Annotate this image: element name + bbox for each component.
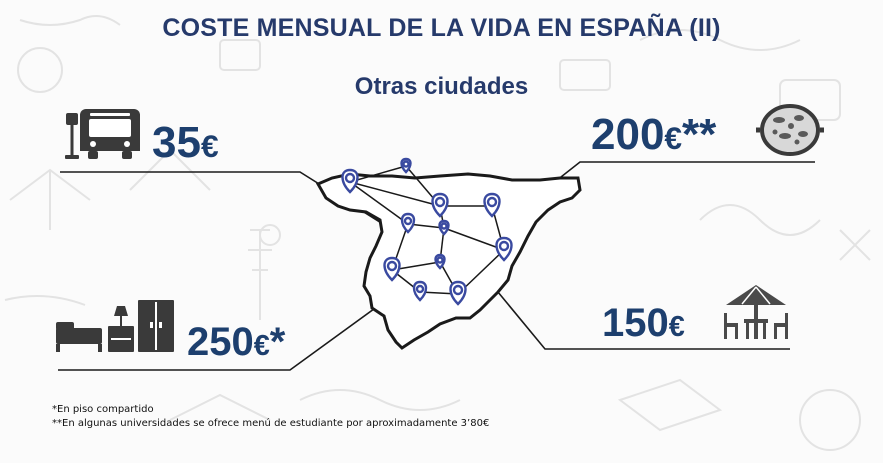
housing-cost-amount: 250: [187, 320, 254, 364]
map-pin-icon: [431, 192, 449, 218]
food-cost-suffix: **: [682, 110, 717, 159]
transport-cost: 35€: [152, 121, 219, 165]
housing-cost-symbol: €: [253, 330, 270, 362]
terrace-umbrella-icon: [724, 285, 788, 339]
food-cost-amount: 200: [591, 110, 665, 159]
housing-cost-suffix: *: [269, 320, 286, 364]
food-cost: 200€**: [591, 113, 716, 157]
food-cost-symbol: €: [664, 120, 683, 156]
footnote-shared-flat: *En piso compartido: [52, 404, 154, 415]
peninsula-outline: [315, 172, 582, 350]
map-pin-icon: [341, 168, 359, 194]
map-pin-icon: [495, 236, 513, 262]
paella-icon: [756, 104, 824, 156]
map-pin-icon: [438, 219, 450, 236]
map-pin-icon: [449, 280, 467, 306]
furniture-icon: [56, 300, 174, 352]
housing-leader-line: [58, 289, 401, 371]
map-pin-icon: [400, 157, 412, 174]
transport-cost-amount: 35: [152, 118, 201, 167]
housing-cost: 250€*: [187, 322, 285, 362]
leisure-cost-amount: 150: [602, 301, 669, 345]
city-pins: [341, 157, 513, 306]
map-pin-icon: [400, 212, 416, 234]
leisure-cost-symbol: €: [668, 311, 685, 343]
map-pin-icon: [434, 253, 446, 270]
page-subtitle: Otras ciudades: [354, 73, 529, 100]
map-pin-icon: [412, 280, 428, 302]
page-title: COSTE MENSUAL DE LA VIDA EN ESPAÑA (II): [162, 14, 721, 42]
footnote-student-menu: **En algunas universidades se ofrece men…: [52, 418, 490, 429]
map-pin-icon: [483, 192, 501, 218]
transport-cost-symbol: €: [200, 128, 219, 164]
bus-icon: [65, 109, 140, 159]
leisure-cost: 150€: [602, 303, 685, 343]
map-pin-icon: [383, 256, 401, 282]
